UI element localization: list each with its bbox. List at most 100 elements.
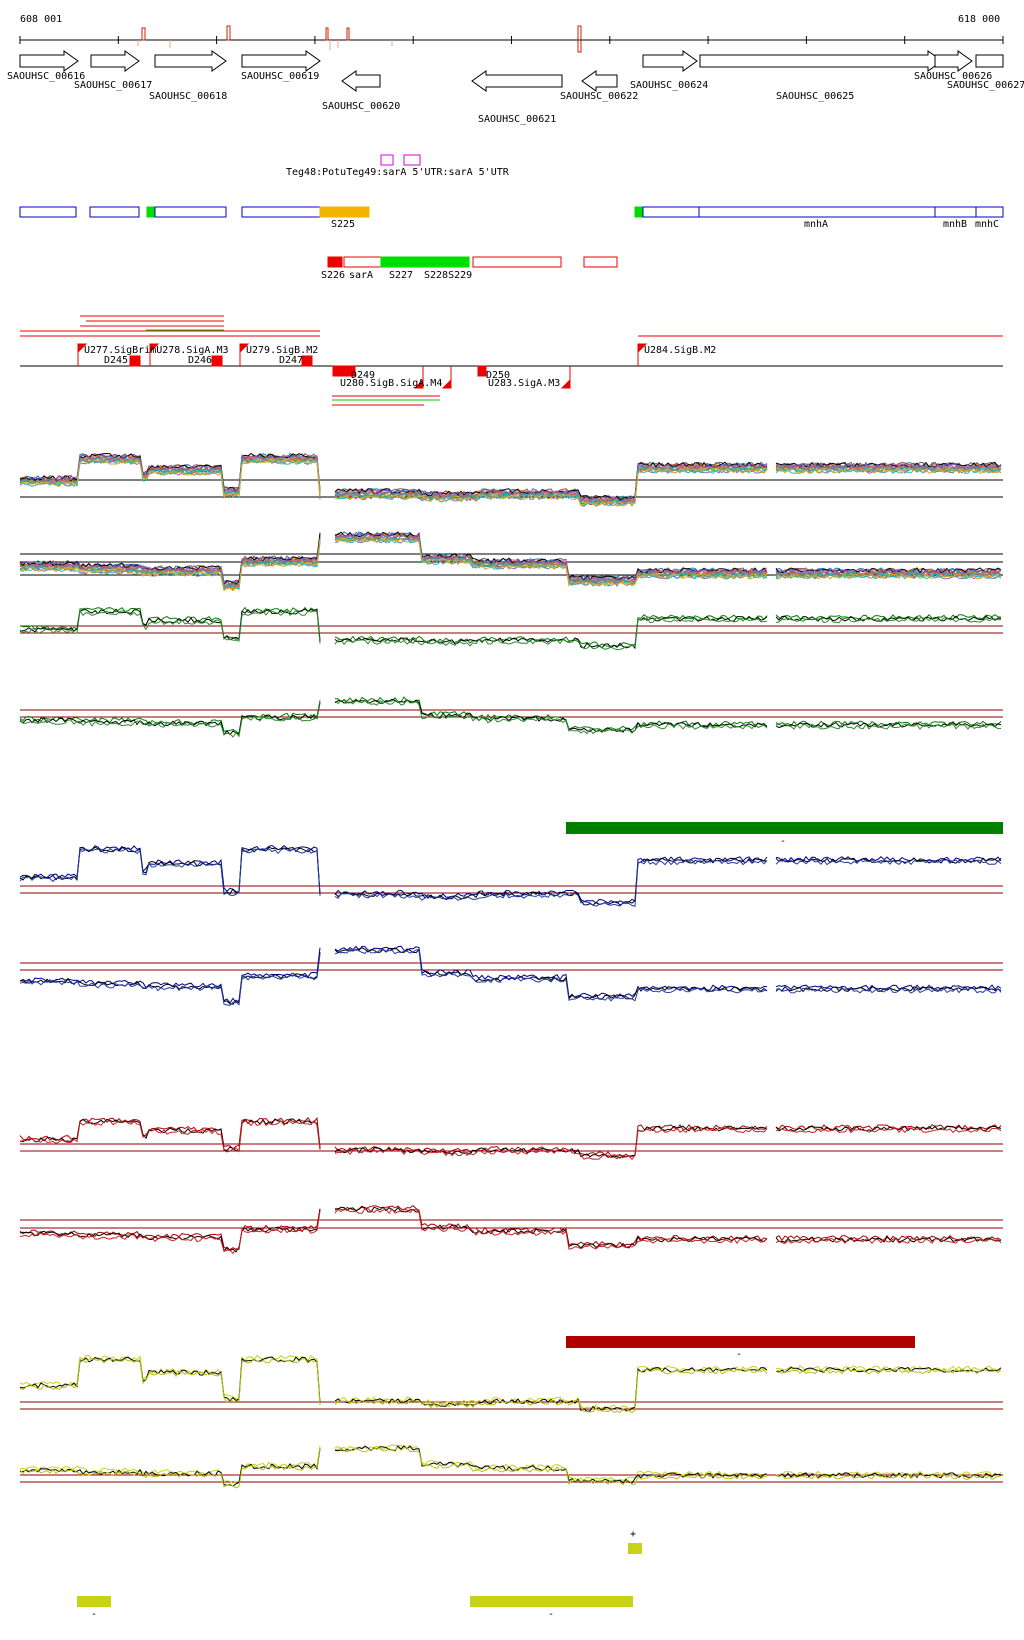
gene-arrow-00620[interactable] — [341, 70, 381, 92]
expression-profile[interactable] — [19, 1446, 1002, 1489]
segment-bars: - - + - - — [77, 822, 1003, 1620]
red-feature-labels: S226 sarA S227 S228S229 — [321, 270, 472, 281]
multi-condition-track-1 — [19, 452, 1003, 508]
promoter-markers — [77, 343, 648, 389]
feature-label: S226 — [321, 270, 345, 281]
segment-bar[interactable] — [77, 1596, 111, 1607]
gene-arrow-00617[interactable] — [90, 50, 140, 72]
expression-profile[interactable] — [19, 1206, 1002, 1253]
green-feature[interactable] — [146, 206, 156, 218]
promoter-label: D250 — [486, 370, 510, 381]
feature-label: sarA — [349, 270, 373, 281]
gene-label: SAOUHSC_00624 — [630, 80, 708, 91]
segment-strand: + — [630, 1529, 636, 1540]
gene-label: SAOUHSC_00616 — [7, 71, 85, 82]
expression-profile[interactable] — [19, 608, 1002, 650]
expression-profile[interactable] — [19, 609, 1002, 651]
start-coordinate: 608 001 — [20, 14, 62, 25]
multi-condition-track-2 — [19, 531, 1003, 592]
gene-track — [19, 50, 1004, 92]
blue-feature[interactable] — [154, 206, 227, 218]
segment-bar[interactable] — [566, 822, 1003, 834]
gene-label: SAOUHSC_00622 — [560, 91, 638, 102]
blue-feature[interactable] — [698, 206, 936, 218]
blue-feature[interactable] — [642, 206, 700, 218]
red-feature[interactable] — [327, 256, 343, 268]
expression-profile[interactable] — [19, 534, 1002, 589]
gene-label: SAOUHSC_00627 — [947, 80, 1024, 91]
expression-profile[interactable] — [19, 948, 1002, 1006]
expression-profile[interactable] — [19, 1358, 1002, 1414]
gene-arrow-00619[interactable] — [241, 50, 321, 72]
expression-profile[interactable] — [19, 534, 1002, 589]
feature-label: S225 — [331, 219, 355, 230]
feature-label: mnhB — [943, 219, 967, 230]
expression-tracks — [19, 452, 1003, 1489]
expression-profile[interactable] — [19, 947, 1002, 1005]
green-feature[interactable] — [380, 256, 470, 268]
red-feature-track — [327, 256, 618, 268]
gene-arrow-00618[interactable] — [154, 50, 227, 72]
expression-profile[interactable] — [19, 1208, 1002, 1255]
promoter-label: D247 — [279, 355, 303, 366]
blue-track-2 — [19, 945, 1003, 1006]
segment-strand: - — [91, 1609, 97, 1620]
gene-arrow-00627[interactable] — [975, 54, 1004, 68]
green-feature[interactable] — [634, 206, 644, 218]
promoter-label: D246 — [188, 355, 212, 366]
segment-strand: - — [548, 1609, 554, 1620]
expression-profile[interactable] — [19, 846, 1002, 906]
feature-label: mnhA — [804, 219, 828, 230]
expression-profile[interactable] — [19, 847, 1002, 907]
expression-profile[interactable] — [19, 699, 1002, 738]
yellow-track-1 — [19, 1354, 1003, 1414]
gene-arrow-00624[interactable] — [642, 50, 698, 72]
red-feature[interactable] — [472, 256, 562, 268]
segment-bar[interactable] — [566, 1336, 915, 1348]
blue-feature-labels: S225 mnhA mnhB mnhC — [331, 219, 999, 230]
expression-profile[interactable] — [19, 606, 1002, 648]
srna-box[interactable] — [403, 154, 421, 166]
feature-label: S227 — [389, 270, 413, 281]
srna-overlap-label: Teg48:PotuTeg49:sarA 5'UTR:sarA 5'UTR — [286, 167, 510, 178]
gene-label: SAOUHSC_00617 — [74, 80, 152, 91]
coordinate-ruler: 608 001 618 000 — [19, 14, 1004, 53]
gene-arrow-00622[interactable] — [581, 70, 618, 92]
expression-profile[interactable] — [19, 696, 1002, 735]
blue-feature[interactable] — [89, 206, 140, 218]
gene-label: SAOUHSC_00620 — [322, 101, 400, 112]
gene-arrow-00621[interactable] — [471, 70, 563, 92]
promoter-label: U280.SigB.SigA.M4 — [340, 378, 442, 389]
segment-bar[interactable] — [470, 1596, 633, 1607]
snp-marks — [137, 25, 582, 53]
srna-box[interactable] — [380, 154, 394, 166]
feature-label: mnhC — [975, 219, 999, 230]
expression-profile[interactable] — [19, 945, 1002, 1004]
blue-feature[interactable] — [241, 206, 321, 218]
segment-strand: - — [780, 836, 786, 847]
gene-arrow-00616[interactable] — [19, 50, 79, 72]
expression-profile[interactable] — [19, 1119, 1002, 1161]
red-feature[interactable] — [583, 256, 618, 268]
orange-feature[interactable] — [319, 206, 370, 218]
blue-feature[interactable] — [934, 206, 977, 218]
segment-strand: - — [736, 1349, 742, 1360]
gene-label: SAOUHSC_00625 — [776, 91, 854, 102]
gene-arrow-00626[interactable] — [934, 50, 973, 72]
red-feature[interactable] — [343, 256, 382, 268]
segment-bar[interactable] — [628, 1543, 642, 1554]
red-track-1 — [19, 1116, 1003, 1161]
gene-arrow-00625[interactable] — [699, 50, 943, 72]
promoter-label: D245 — [104, 355, 128, 366]
promoter-label: U279.SigB.M2 — [246, 345, 318, 356]
expression-profile[interactable] — [19, 1356, 1002, 1412]
transcript-track — [20, 315, 1003, 337]
promoter-label: U283.SigA.M3 — [488, 378, 560, 389]
blue-feature[interactable] — [19, 206, 77, 218]
promoter-label: U284.SigB.M2 — [644, 345, 716, 356]
red-track-2 — [19, 1204, 1003, 1255]
expression-profile[interactable] — [19, 537, 1002, 592]
expression-profile[interactable] — [19, 459, 1002, 508]
blue-feature[interactable] — [975, 206, 1004, 218]
